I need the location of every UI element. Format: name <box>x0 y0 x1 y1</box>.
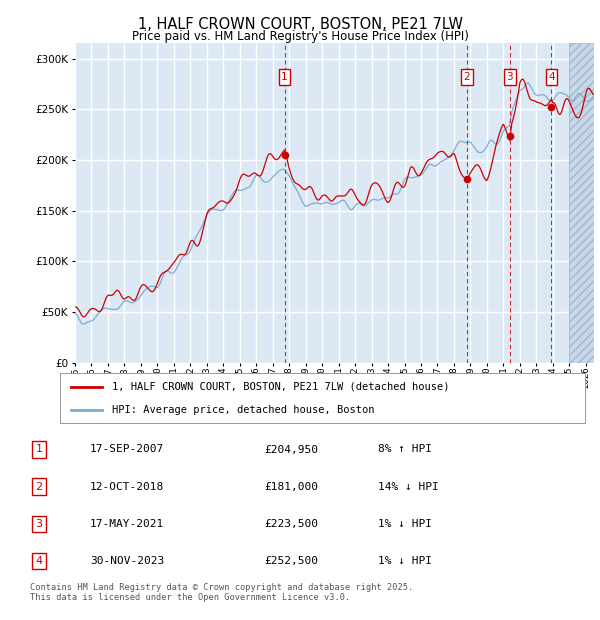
Bar <box>569 43 594 363</box>
Text: £204,950: £204,950 <box>264 445 318 454</box>
Text: 17-MAY-2021: 17-MAY-2021 <box>90 519 164 529</box>
Text: 12-OCT-2018: 12-OCT-2018 <box>90 482 164 492</box>
Text: 8% ↑ HPI: 8% ↑ HPI <box>378 445 432 454</box>
Text: 2: 2 <box>35 482 43 492</box>
Text: 1: 1 <box>35 445 43 454</box>
Text: HPI: Average price, detached house, Boston: HPI: Average price, detached house, Bost… <box>113 405 375 415</box>
Text: 4: 4 <box>548 72 555 82</box>
Text: 17-SEP-2007: 17-SEP-2007 <box>90 445 164 454</box>
Text: 1: 1 <box>281 72 288 82</box>
Text: 14% ↓ HPI: 14% ↓ HPI <box>378 482 439 492</box>
Text: 3: 3 <box>506 72 513 82</box>
Text: Contains HM Land Registry data © Crown copyright and database right 2025.
This d: Contains HM Land Registry data © Crown c… <box>30 583 413 602</box>
Text: 3: 3 <box>35 519 43 529</box>
Text: 30-NOV-2023: 30-NOV-2023 <box>90 556 164 566</box>
Text: 1, HALF CROWN COURT, BOSTON, PE21 7LW: 1, HALF CROWN COURT, BOSTON, PE21 7LW <box>137 17 463 32</box>
Text: 2: 2 <box>464 72 470 82</box>
Text: £181,000: £181,000 <box>264 482 318 492</box>
Text: 4: 4 <box>35 556 43 566</box>
Bar <box>569 43 594 363</box>
Text: Price paid vs. HM Land Registry's House Price Index (HPI): Price paid vs. HM Land Registry's House … <box>131 30 469 43</box>
Text: 1% ↓ HPI: 1% ↓ HPI <box>378 556 432 566</box>
Text: £252,500: £252,500 <box>264 556 318 566</box>
Text: 1, HALF CROWN COURT, BOSTON, PE21 7LW (detached house): 1, HALF CROWN COURT, BOSTON, PE21 7LW (d… <box>113 382 450 392</box>
Text: 1% ↓ HPI: 1% ↓ HPI <box>378 519 432 529</box>
Text: £223,500: £223,500 <box>264 519 318 529</box>
